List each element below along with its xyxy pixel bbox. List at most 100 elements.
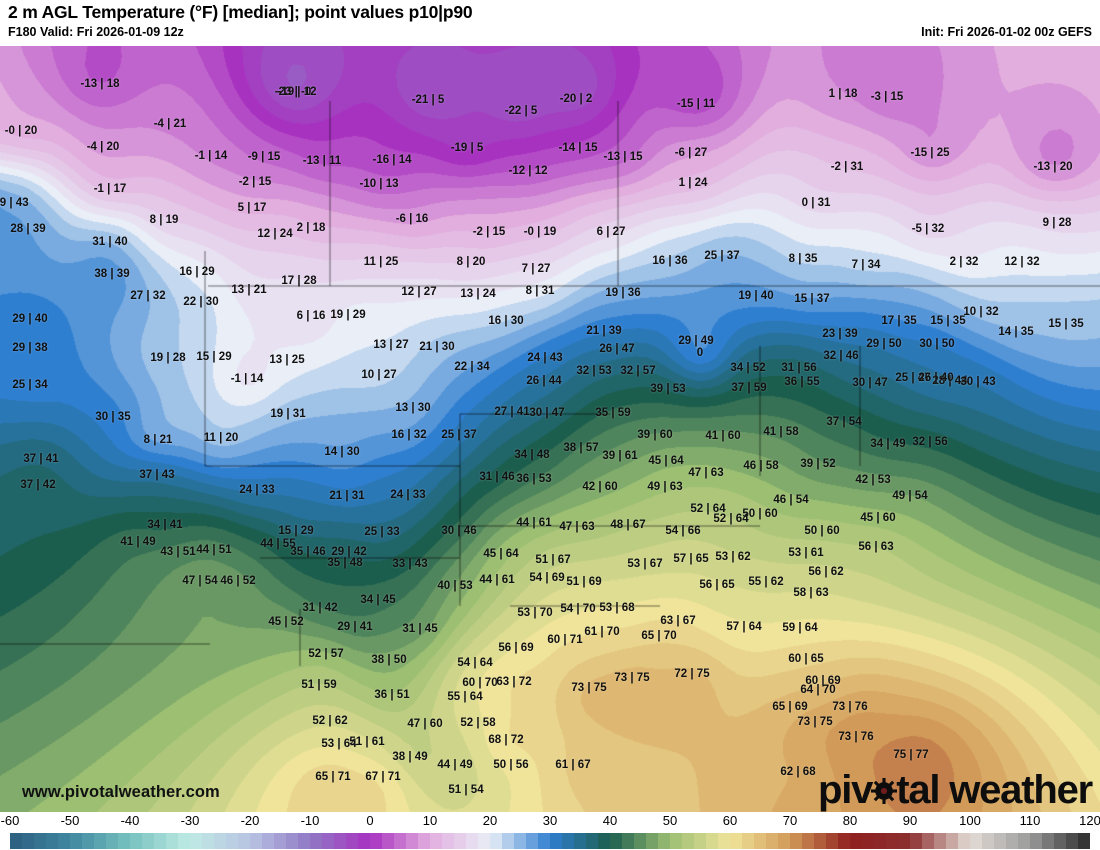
colorbar-swatch [142, 833, 154, 849]
pivotal-weather-logo: piv tal weather [818, 768, 1093, 812]
colorbar-swatch [286, 833, 298, 849]
colorbar-swatch [670, 833, 682, 849]
colorbar-tick: 80 [842, 813, 858, 828]
colorbar-swatch [22, 833, 34, 849]
colorbar-swatch [214, 833, 226, 849]
colorbar-swatch [646, 833, 658, 849]
colorbar-swatch [250, 833, 262, 849]
colorbar-swatch [598, 833, 610, 849]
colorbar-swatch [1054, 833, 1066, 849]
colorbar-swatch [310, 833, 322, 849]
colorbar-swatch [1042, 833, 1054, 849]
colorbar-swatch [814, 833, 826, 849]
colorbar-tick: 50 [662, 813, 678, 828]
colorbar-tick: 20 [482, 813, 498, 828]
colorbar-tick: 10 [422, 813, 438, 828]
colorbar-swatch [478, 833, 490, 849]
colorbar-tick: 0 [366, 813, 374, 828]
colorbar-swatch [130, 833, 142, 849]
colorbar-swatch [730, 833, 742, 849]
colorbar-swatch [862, 833, 874, 849]
colorbar-swatch [1018, 833, 1030, 849]
colorbar-swatch [790, 833, 802, 849]
watermark-url: www.pivotalweather.com [22, 783, 220, 801]
colorbar-swatch [346, 833, 358, 849]
colorbar-swatch [226, 833, 238, 849]
temperature-map[interactable]: -13 | 18 -23 | -0 -21 | 5 -22 | 5 -20 | 2 -19… [0, 46, 1100, 812]
colorbar-swatch [718, 833, 730, 849]
colorbar-tick: 70 [782, 813, 798, 828]
colorbar-tick: -20 [240, 813, 260, 828]
colorbar-swatch [1006, 833, 1018, 849]
colorbar-swatch [94, 833, 106, 849]
colorbar-swatch [922, 833, 934, 849]
colorbar-tick: -10 [300, 813, 320, 828]
colorbar-swatch [358, 833, 370, 849]
colorbar-swatch [238, 833, 250, 849]
valid-time-label: F180 Valid: Fri 2026-01-09 12z [8, 25, 184, 39]
colorbar-tick: -30 [180, 813, 200, 828]
colorbar-swatch [778, 833, 790, 849]
colorbar-tick: 30 [542, 813, 558, 828]
colorbar-swatch [526, 833, 538, 849]
colorbar-swatch [322, 833, 334, 849]
colorbar-swatch [562, 833, 574, 849]
colorbar-tick: 60 [722, 813, 738, 828]
colorbar-swatch [1066, 833, 1078, 849]
colorbar-swatch [58, 833, 70, 849]
colorbar-swatch [622, 833, 634, 849]
colorbar-swatch [958, 833, 970, 849]
colorbar-swatch [82, 833, 94, 849]
colorbar-swatch [574, 833, 586, 849]
colorbar-tick: 100 [959, 813, 981, 828]
colorbar-gradient [10, 833, 1090, 849]
colorbar-swatch [262, 833, 274, 849]
colorbar-swatch [34, 833, 46, 849]
colorbar-swatch [118, 833, 130, 849]
colorbar-swatch [502, 833, 514, 849]
colorbar-swatch [298, 833, 310, 849]
colorbar-swatch [274, 833, 286, 849]
colorbar-swatch [202, 833, 214, 849]
map-raster [0, 46, 1100, 812]
colorbar-swatch [190, 833, 202, 849]
colorbar-swatch [982, 833, 994, 849]
colorbar-swatch [946, 833, 958, 849]
colorbar-swatch [766, 833, 778, 849]
colorbar-tick: 110 [1019, 813, 1041, 828]
colorbar-swatch [418, 833, 430, 849]
colorbar-swatch [802, 833, 814, 849]
colorbar-swatch [370, 833, 382, 849]
colorbar-swatch [10, 833, 22, 849]
colorbar-swatch [538, 833, 550, 849]
colorbar-swatch [610, 833, 622, 849]
colorbar-swatch [454, 833, 466, 849]
colorbar-swatch [382, 833, 394, 849]
colorbar-swatch [70, 833, 82, 849]
colorbar-swatch [442, 833, 454, 849]
colorbar-swatch [166, 833, 178, 849]
colorbar-tick: -60 [0, 813, 20, 828]
colorbar-swatch [466, 833, 478, 849]
colorbar-swatch [742, 833, 754, 849]
map-header: 2 m AGL Temperature (°F) [median]; point… [0, 0, 1100, 46]
page-title: 2 m AGL Temperature (°F) [median]; point… [8, 2, 473, 22]
colorbar-swatch [1078, 833, 1090, 849]
colorbar-swatch [154, 833, 166, 849]
logo-text-part1: piv [818, 768, 873, 812]
init-time-label: Init: Fri 2026-01-02 00z GEFS [921, 25, 1092, 39]
colorbar-swatch [850, 833, 862, 849]
colorbar-tick: -50 [60, 813, 80, 828]
colorbar-tick: 90 [902, 813, 918, 828]
colorbar-swatch [694, 833, 706, 849]
colorbar-tick-labels: -60 -50 -40 -30 -20 -10 0 10 20 30 40 50 60 70 80 90 100… [0, 812, 1100, 832]
colorbar-container: -60 -50 -40 -30 -20 -10 0 10 20 30 40 50 60 70 80 90 100… [0, 812, 1100, 850]
colorbar-swatch [46, 833, 58, 849]
colorbar-swatch [514, 833, 526, 849]
colorbar-swatch [682, 833, 694, 849]
colorbar-swatch [970, 833, 982, 849]
colorbar-swatch [406, 833, 418, 849]
colorbar-tick: -40 [120, 813, 140, 828]
colorbar-swatch [430, 833, 442, 849]
